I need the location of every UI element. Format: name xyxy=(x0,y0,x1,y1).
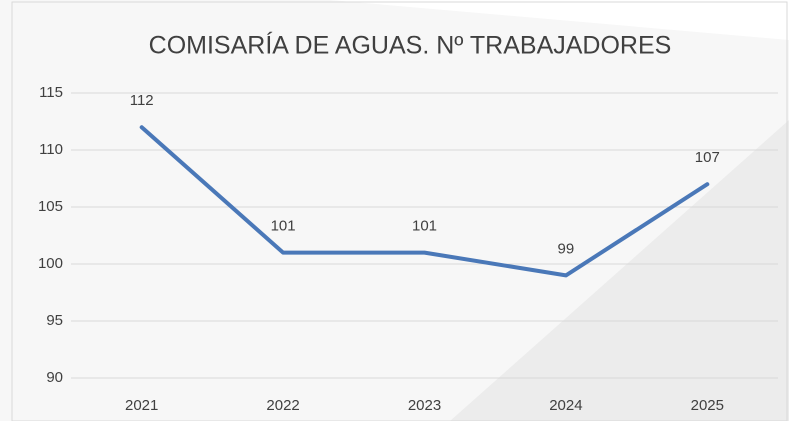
chart-title: COMISARÍA DE AGUAS. Nº TRABAJADORES xyxy=(149,31,672,60)
background-shape xyxy=(450,120,789,421)
y-tick-label: 110 xyxy=(39,141,63,158)
x-tick-label: 2021 xyxy=(125,397,158,414)
data-label: 101 xyxy=(271,218,296,235)
x-tick-label: 2025 xyxy=(691,397,724,414)
data-label: 101 xyxy=(412,218,437,235)
y-tick-label: 90 xyxy=(46,369,63,386)
y-tick-label: 100 xyxy=(38,255,63,272)
data-label: 107 xyxy=(695,149,720,166)
y-tick-label: 105 xyxy=(38,198,63,215)
y-tick-label: 115 xyxy=(39,84,63,101)
x-tick-label: 2022 xyxy=(266,397,299,414)
data-label: 99 xyxy=(558,240,575,257)
background-shape xyxy=(330,0,789,40)
x-tick-label: 2023 xyxy=(408,397,441,414)
line xyxy=(139,125,710,278)
x-tick-label: 2024 xyxy=(549,397,582,414)
y-tick-label: 95 xyxy=(46,312,63,329)
data-label: 112 xyxy=(130,92,154,109)
